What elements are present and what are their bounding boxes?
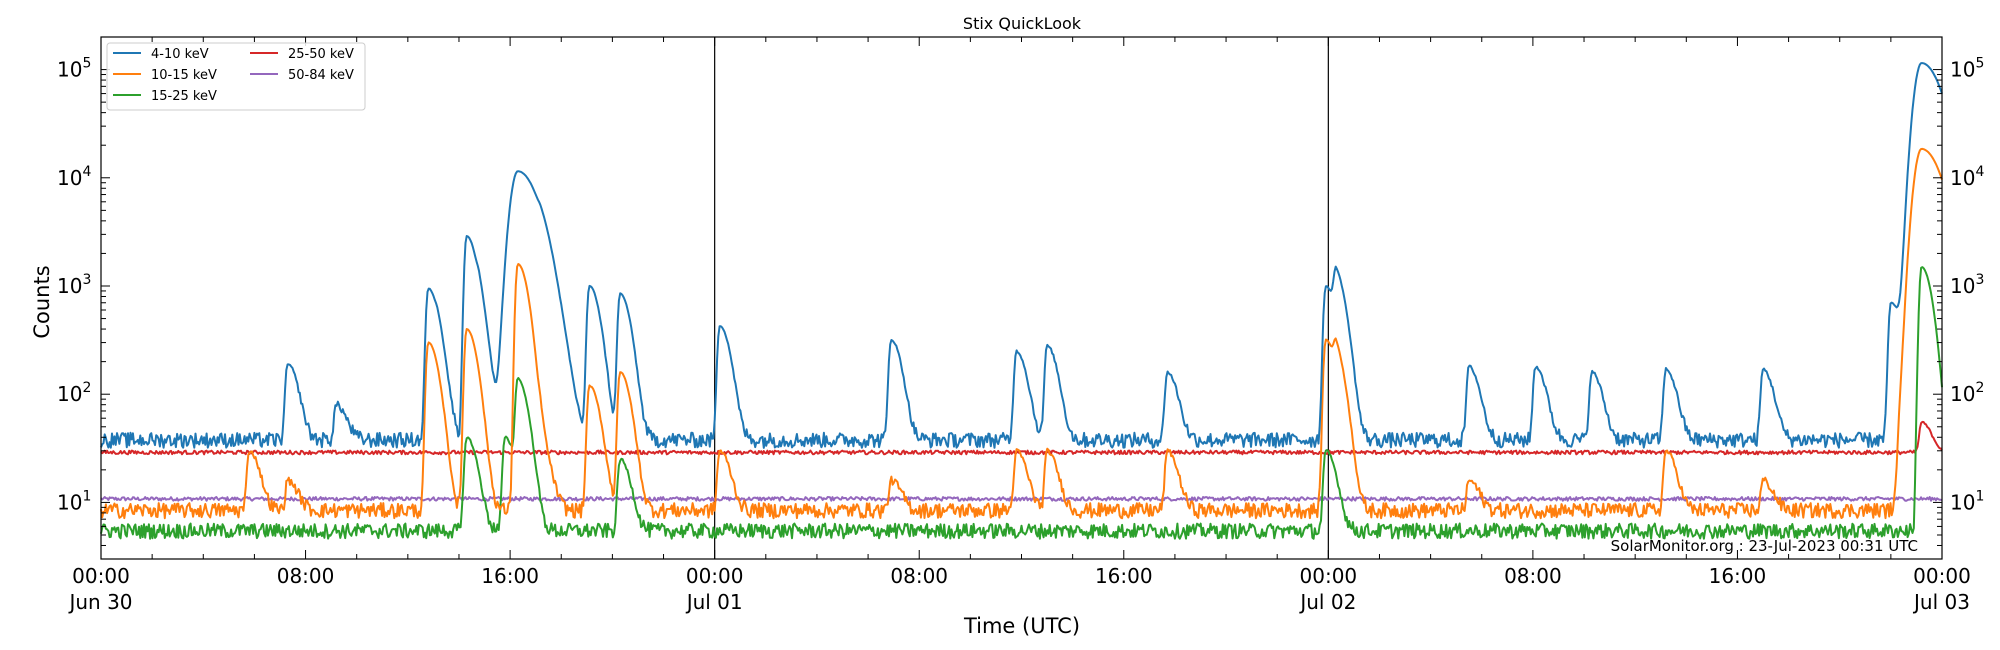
series-layer	[100, 62, 1943, 540]
x-tick-label-time: 16:00	[1709, 564, 1767, 588]
legend-label: 10-15 keV	[151, 68, 217, 83]
y-tick-label-right: 101	[1950, 488, 1984, 514]
series-line-15-25-kev	[100, 266, 1943, 540]
y-axis: 101 101 102 102 103 103 104 104 105 105	[57, 36, 1984, 560]
y-axis-label: Counts	[30, 265, 54, 338]
y-tick-label-left: 104	[57, 164, 91, 190]
x-tick-label-time: 08:00	[1504, 564, 1562, 588]
y-tick-label-left: 105	[57, 56, 91, 82]
y-tick-label-right: 103	[1950, 272, 1984, 298]
x-tick-label-time: 16:00	[481, 564, 539, 588]
x-tick-label-date: Jul 03	[1912, 590, 1970, 614]
x-tick-label-time: 00:00	[72, 564, 130, 588]
legend-label: 4-10 keV	[151, 47, 209, 62]
x-tick-label-time: 08:00	[890, 564, 948, 588]
legend-label: 15-25 keV	[151, 89, 217, 104]
x-tick-label-date: Jul 01	[685, 590, 743, 614]
y-tick-label-right: 104	[1950, 164, 1984, 190]
x-axis-label: Time (UTC)	[963, 614, 1080, 638]
series-line-25-50-kev	[100, 420, 1943, 456]
x-tick-label-date: Jul 02	[1298, 590, 1356, 614]
legend: 4-10 keV 10-15 keV 15-25 keV 25-50 keV 50-84…	[106, 42, 366, 111]
legend-label: 25-50 keV	[288, 47, 354, 62]
chart-title: Stix QuickLook	[963, 14, 1082, 33]
x-tick-label-time: 00:00	[1913, 564, 1971, 588]
y-tick-label-right: 102	[1950, 380, 1984, 406]
series-line-50-84-kev	[100, 496, 1943, 502]
legend-box	[106, 42, 366, 111]
x-tick-label-time: 00:00	[686, 564, 744, 588]
day-boundary-lines	[714, 37, 1329, 559]
legend-label: 50-84 keV	[288, 68, 354, 83]
x-tick-label-time: 08:00	[277, 564, 335, 588]
x-tick-label-time: 16:00	[1095, 564, 1153, 588]
y-tick-label-left: 103	[57, 272, 91, 298]
y-tick-label-left: 101	[57, 488, 91, 514]
series-line-10-15-kev	[100, 147, 1943, 520]
y-tick-label-left: 102	[57, 380, 91, 406]
x-tick-label-date: Jun 30	[67, 590, 132, 614]
plot-area	[101, 37, 1942, 559]
series-line-4-10-kev	[100, 62, 1943, 449]
credit-text: SolarMonitor.org : 23-Jul-2023 00:31 UTC	[1611, 537, 1918, 555]
y-tick-label-right: 105	[1950, 56, 1984, 82]
x-tick-label-time: 00:00	[1300, 564, 1358, 588]
